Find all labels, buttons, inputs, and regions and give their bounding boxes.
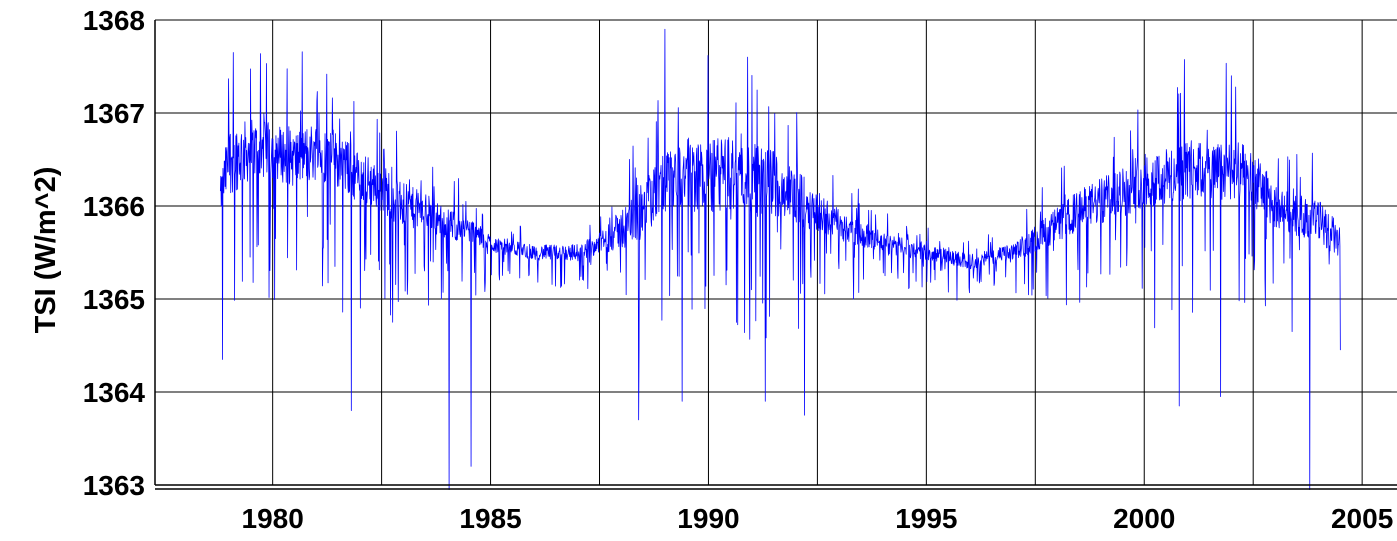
x-tick-label: 1995: [895, 503, 957, 534]
y-axis-ticks: 1363 1364 1365 1366 1367 1368: [83, 5, 146, 501]
plot-frame: [154, 20, 1397, 490]
y-axis-label: TSI (W/m^2): [30, 167, 62, 334]
y-tick-label: 1367: [83, 98, 145, 129]
x-tick-label: 2000: [1113, 503, 1175, 534]
y-tick-label: 1368: [83, 5, 145, 36]
tsi-series: [219, 28, 1341, 491]
x-tick-label: 2005: [1331, 503, 1393, 534]
y-tick-label: 1364: [83, 377, 146, 408]
x-tick-label: 1985: [459, 503, 521, 534]
y-tick-label: 1366: [83, 191, 145, 222]
y-tick-label: 1365: [83, 284, 145, 315]
x-axis-ticks: 1980 1985 1990 1995 2000 2005: [242, 503, 1394, 534]
y-tick-label: 1363: [83, 470, 145, 501]
tsi-series-line: [219, 28, 1341, 491]
x-tick-label: 1990: [677, 503, 739, 534]
x-tick-label: 1980: [242, 503, 304, 534]
